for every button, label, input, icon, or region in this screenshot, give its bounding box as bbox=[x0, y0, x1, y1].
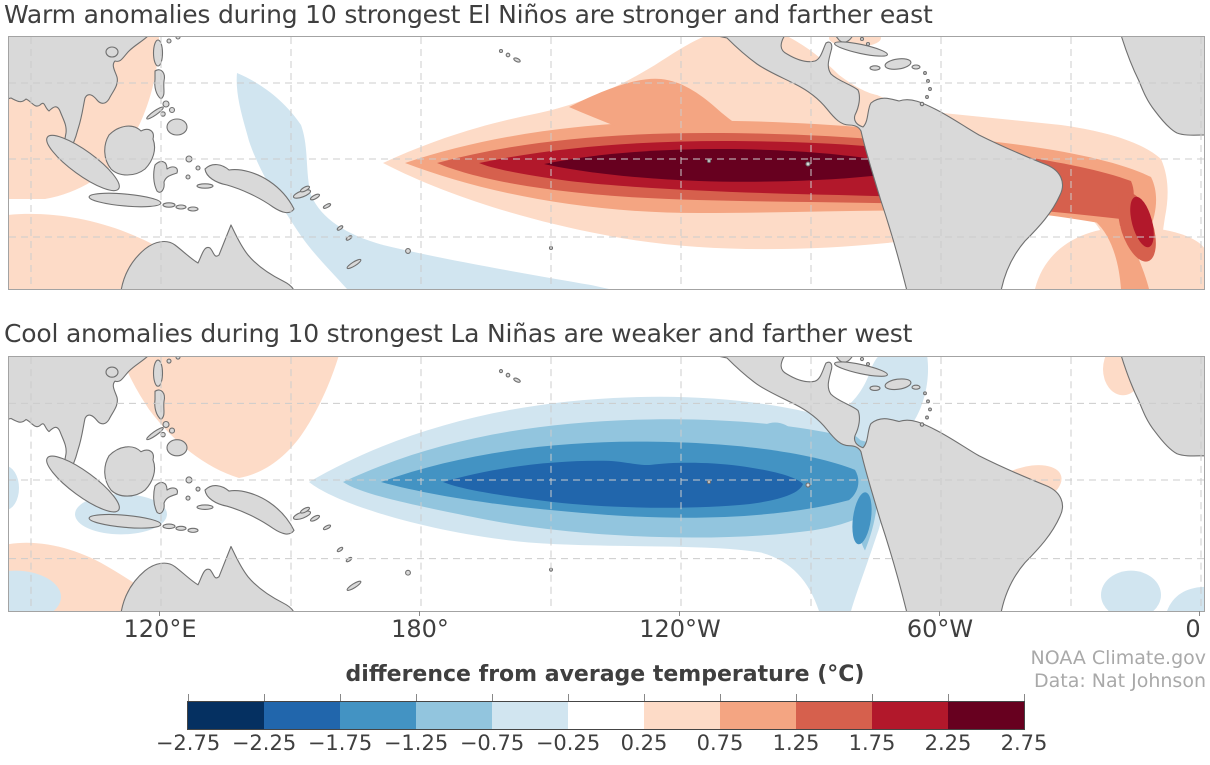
source-credit: NOAA Climate.gov Data: Nat Johnson bbox=[1031, 647, 1206, 693]
colorbar-segment-9 bbox=[872, 702, 948, 729]
colorbar-title: difference from average temperature (°C) bbox=[345, 662, 865, 687]
colorbar-tick bbox=[340, 694, 341, 701]
panel-title-el-nino: Warm anomalies during 10 strongest El Ni… bbox=[4, 0, 933, 29]
axis-tick bbox=[419, 611, 420, 616]
colorbar-tick bbox=[568, 694, 569, 701]
colorbar-tick-label: 0.25 bbox=[620, 731, 668, 755]
colorbar bbox=[187, 701, 1025, 730]
axis-label-120w: 120°W bbox=[639, 615, 721, 643]
colorbar-tick-label: 2.75 bbox=[1000, 731, 1048, 755]
axis-tick bbox=[939, 611, 940, 616]
colorbar-tick bbox=[416, 694, 417, 701]
colorbar-segment-5 bbox=[568, 702, 644, 729]
colorbar-tick-label: 1.75 bbox=[848, 731, 896, 755]
axis-tick bbox=[159, 611, 160, 616]
colorbar-tick-label: 0.75 bbox=[696, 731, 744, 755]
map-el-nino bbox=[8, 36, 1205, 290]
map-la-nina bbox=[8, 356, 1205, 612]
colorbar-segment-1 bbox=[264, 702, 340, 729]
map-el-nino-svg bbox=[9, 37, 1204, 289]
map-la-nina-svg bbox=[9, 357, 1204, 611]
colorbar-tick bbox=[1024, 694, 1025, 701]
colorbar-tick bbox=[720, 694, 721, 701]
colorbar-tick-label: 2.25 bbox=[924, 731, 972, 755]
colorbar-segment-10 bbox=[948, 702, 1024, 729]
axis-tick bbox=[1199, 611, 1200, 616]
colorbar-tick bbox=[948, 694, 949, 701]
colorbar-tick bbox=[644, 694, 645, 701]
panel-title-la-nina: Cool anomalies during 10 strongest La Ni… bbox=[4, 319, 913, 348]
colorbar-labels: −2.75 −2.25 −1.75 −1.25 −0.75 −0.25 0.25 0.75 1.… bbox=[156, 731, 1048, 761]
credit-line-1: NOAA Climate.gov bbox=[1030, 647, 1206, 669]
axis-label-180: 180° bbox=[391, 615, 449, 643]
colorbar-tick bbox=[796, 694, 797, 701]
colorbar-segment-7 bbox=[720, 702, 796, 729]
colorbar-ticks bbox=[187, 694, 1025, 701]
colorbar-segment-8 bbox=[796, 702, 872, 729]
colorbar-tick bbox=[264, 694, 265, 701]
axis-label-60w: 60°W bbox=[906, 615, 974, 643]
axis-tick bbox=[679, 611, 680, 616]
colorbar-tick bbox=[492, 694, 493, 701]
colorbar-segment-4 bbox=[492, 702, 568, 729]
colorbar-tick bbox=[872, 694, 873, 701]
colorbar-tick-label: −2.75 bbox=[155, 731, 221, 755]
colorbar-segment-6 bbox=[644, 702, 720, 729]
colorbar-tick bbox=[188, 694, 189, 701]
colorbar-tick-label: −0.25 bbox=[535, 731, 601, 755]
colorbar-segment-3 bbox=[416, 702, 492, 729]
colorbar-tick-label: 1.25 bbox=[772, 731, 820, 755]
colorbar-tick-label: −1.25 bbox=[383, 731, 449, 755]
colorbar-segment-2 bbox=[340, 702, 416, 729]
colorbar-segment-0 bbox=[188, 702, 264, 729]
colorbar-tick-label: −2.25 bbox=[231, 731, 297, 755]
credit-line-2: Data: Nat Johnson bbox=[1033, 670, 1206, 692]
colorbar-tick-label: −1.75 bbox=[307, 731, 373, 755]
axis-label-120e: 120°E bbox=[123, 615, 197, 643]
axis-label-0: 0 bbox=[1185, 615, 1201, 643]
colorbar-tick-label: −0.75 bbox=[459, 731, 525, 755]
